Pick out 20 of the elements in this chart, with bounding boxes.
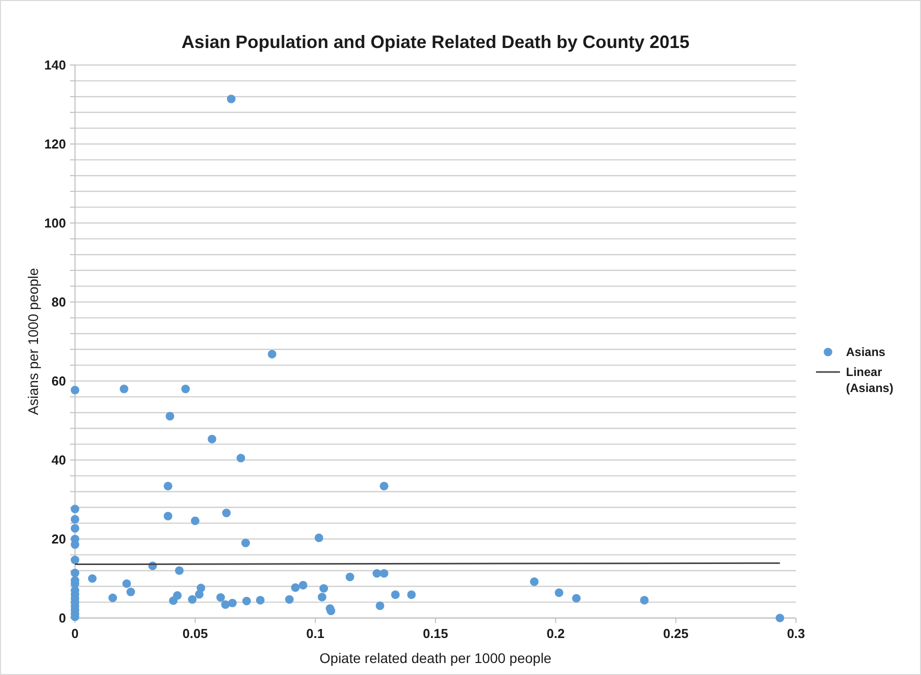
y-tick-label: 0 xyxy=(58,610,66,626)
y-tick-label: 140 xyxy=(44,58,66,73)
x-tick-label: 0.25 xyxy=(663,626,688,641)
x-tick-label: 0.05 xyxy=(182,626,208,641)
x-tick-label: 0.15 xyxy=(422,626,448,641)
legend-label: Linear (Asians) xyxy=(846,365,894,395)
y-tick-label: 120 xyxy=(44,136,66,152)
y-axis-title: Asians per 1000 people xyxy=(25,268,41,416)
y-tick-label: 40 xyxy=(52,452,66,468)
x-tick-label: 0.1 xyxy=(306,626,324,641)
y-tick-label: 20 xyxy=(52,532,66,547)
legend-label: Asians xyxy=(846,345,886,360)
x-tick-label: 0.3 xyxy=(786,626,806,641)
chart-title: Asian Population and Opiate Related Death by County 2015 xyxy=(181,32,690,52)
x-tick-label: 0.2 xyxy=(546,626,565,641)
x-axis-title: Opiate related death per 1000 people xyxy=(320,650,552,666)
y-tick-label: 80 xyxy=(52,294,66,310)
y-tick-label: 100 xyxy=(44,216,66,231)
x-tick-label: 0 xyxy=(71,626,79,641)
y-tick-label: 60 xyxy=(52,374,66,389)
